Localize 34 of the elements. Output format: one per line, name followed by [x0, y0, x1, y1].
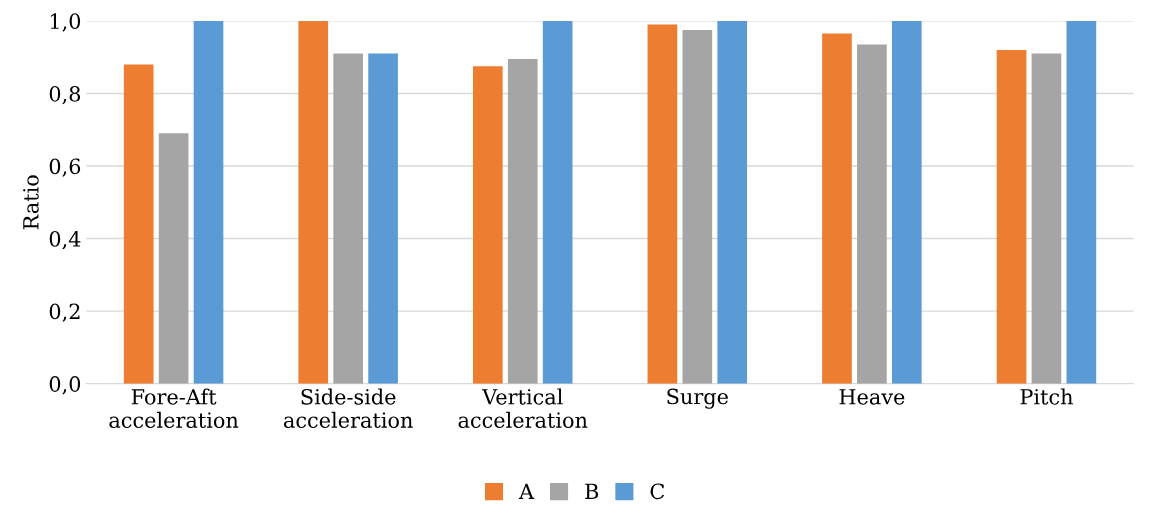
- bar: [507, 58, 538, 384]
- bar: [158, 133, 189, 384]
- y-axis-title: Ratio: [23, 175, 39, 230]
- bar: [717, 20, 748, 384]
- bar: [996, 49, 1027, 384]
- x-tick-label: Surge: [667, 388, 728, 409]
- bar: [333, 53, 364, 384]
- x-tick-label: Fore-Aft acceleration: [109, 388, 239, 428]
- bar: [298, 20, 329, 384]
- bar: [891, 20, 922, 384]
- y-tick-label: 0,8: [49, 85, 81, 105]
- legend-label: B: [585, 483, 599, 499]
- legend-label: C: [650, 483, 665, 500]
- bar: [368, 53, 398, 384]
- x-tick-label: Heave: [839, 389, 905, 405]
- bar: [822, 33, 852, 384]
- y-tick-label: 0,6: [49, 158, 81, 177]
- y-tick-label: 0,2: [49, 303, 80, 322]
- bar: [857, 44, 887, 384]
- bar: [123, 64, 154, 384]
- y-tick-label: 1,0: [50, 13, 81, 32]
- bar: [1066, 20, 1097, 384]
- bar: [1031, 53, 1062, 384]
- x-tick-label: Vertical acceleration: [458, 388, 588, 428]
- y-tick-label: 0,0: [49, 376, 81, 395]
- y-tick-label: 0,4: [49, 231, 81, 250]
- bar: [682, 29, 713, 384]
- bar: [472, 66, 503, 384]
- legend-label: A: [518, 483, 535, 499]
- bar: [542, 20, 573, 384]
- bar: [647, 24, 678, 384]
- x-tick-label: Side-side acceleration: [283, 388, 413, 428]
- x-tick-label: Pitch: [1020, 388, 1073, 405]
- bar: [193, 20, 224, 384]
